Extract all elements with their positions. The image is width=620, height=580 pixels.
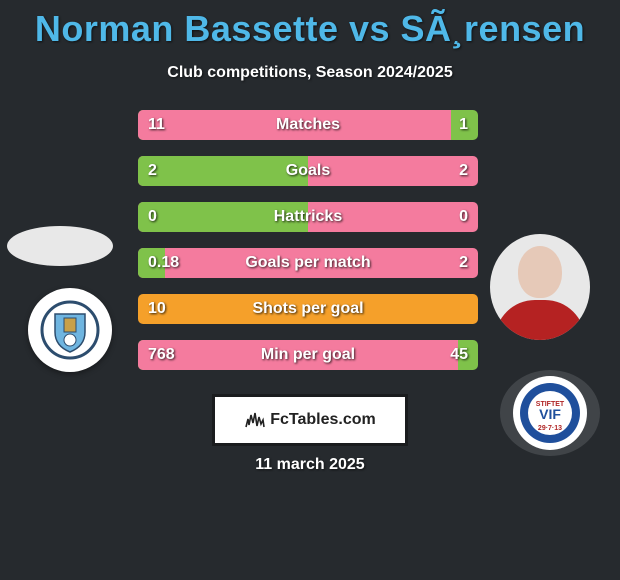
stat-value-right: 45 [450,340,468,370]
stat-row: 0.182Goals per match [138,248,478,278]
club-badge-left [28,288,112,372]
source-badge: FcTables.com [212,394,408,446]
comparison-subtitle: Club competitions, Season 2024/2025 [0,64,620,82]
stat-row: 76845Min per goal [138,340,478,370]
comparison-title: Norman Bassette vs SÃ¸rensen [0,0,620,50]
stat-value-right: 1 [459,110,468,140]
stat-value-left: 0 [148,202,157,232]
stat-row: 00Hattricks [138,202,478,232]
stat-value-left: 10 [148,294,166,324]
stat-row: 111Matches [138,110,478,140]
stat-value-left: 2 [148,156,157,186]
stat-value-left: 11 [148,110,165,140]
source-label: FcTables.com [270,411,376,429]
coventry-badge-icon [40,300,100,360]
valerenga-badge-icon: STIFTET VIF 29·7·13 [513,376,587,450]
stat-bars: 111Matches22Goals00Hattricks0.182Goals p… [138,110,478,386]
stat-bar-bg [138,294,478,324]
stat-value-right: 2 [459,156,468,186]
stat-bar-bg [138,248,478,278]
svg-text:VIF: VIF [539,406,561,422]
comparison-content: STIFTET VIF 29·7·13 111Matches22Goals00H… [0,110,620,400]
player-right-avatar [490,234,590,340]
stat-bar-left-fill [138,340,458,370]
stat-value-right: 2 [459,248,468,278]
stat-value-right: 0 [459,202,468,232]
stat-bar-left-fill [138,156,308,186]
stat-bar-left-fill [138,202,308,232]
stat-value-left: 768 [148,340,175,370]
player-left-avatar [7,226,113,266]
club-badge-right: STIFTET VIF 29·7·13 [500,370,600,456]
fctables-icon [244,409,266,431]
stat-bar-left-fill [138,110,451,140]
stat-row: 22Goals [138,156,478,186]
stat-value-left: 0.18 [148,248,179,278]
stat-row: 10Shots per goal [138,294,478,324]
footer-date: 11 march 2025 [0,456,620,474]
svg-text:29·7·13: 29·7·13 [538,425,562,432]
